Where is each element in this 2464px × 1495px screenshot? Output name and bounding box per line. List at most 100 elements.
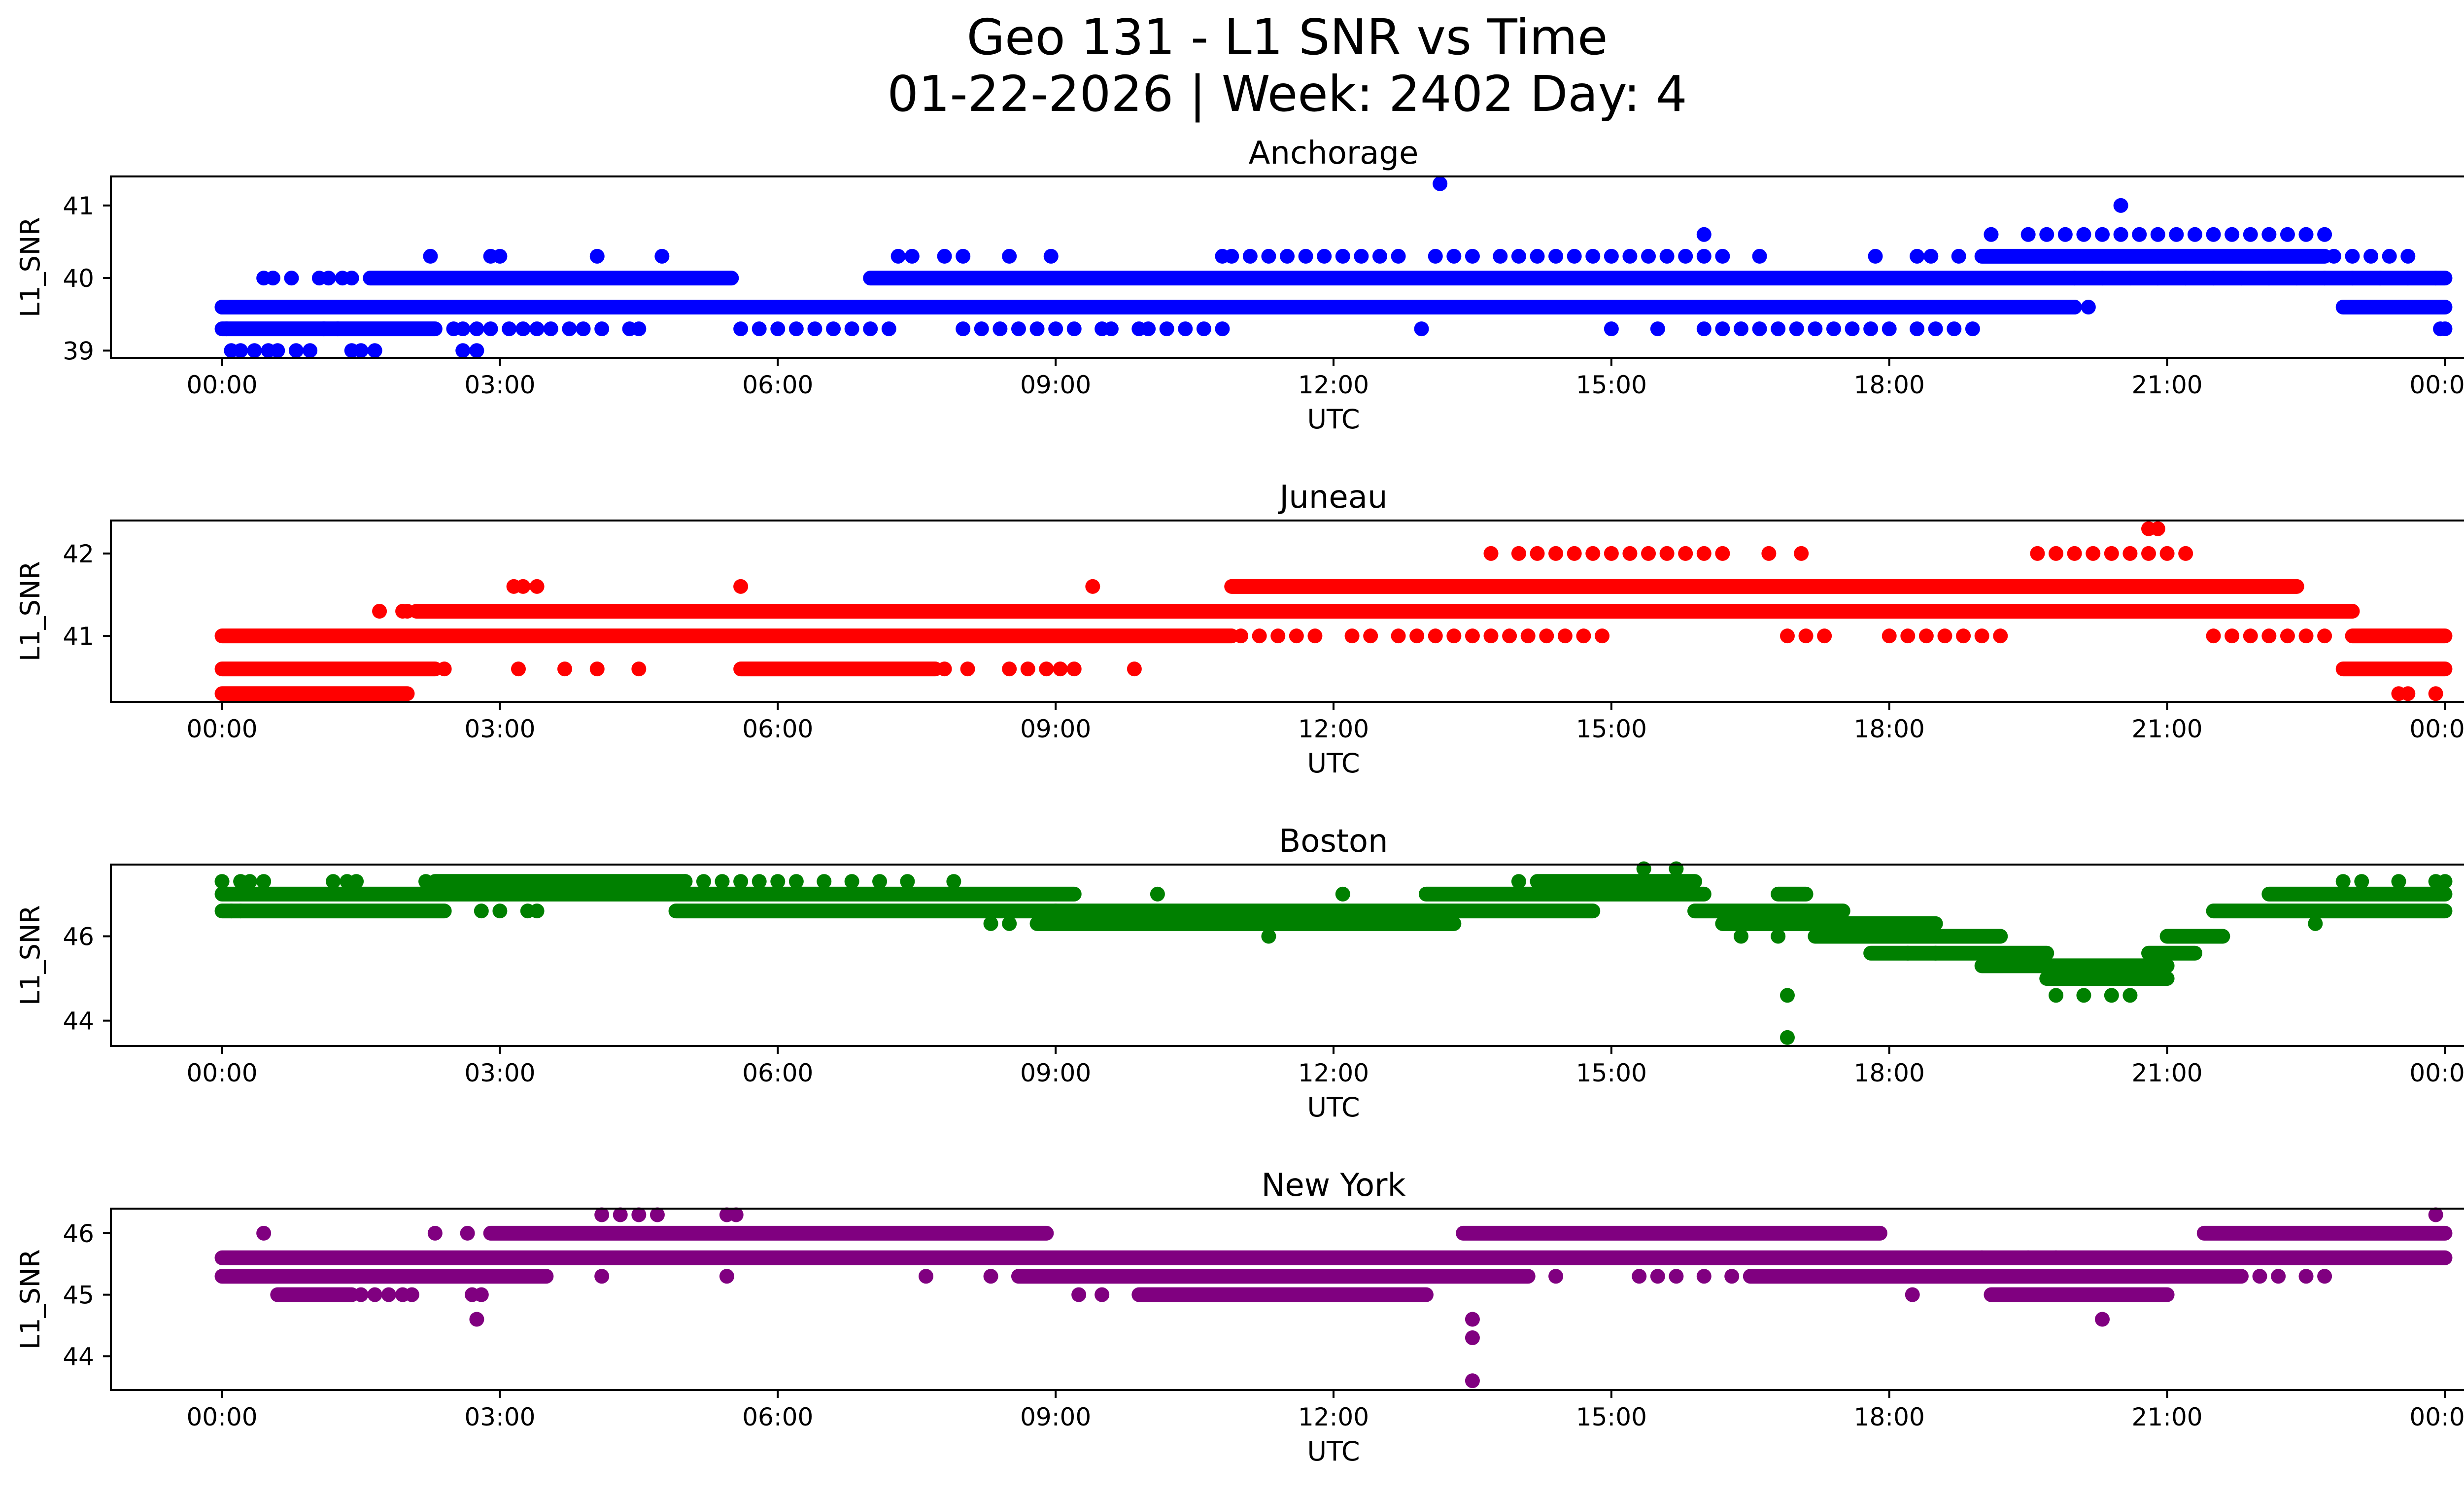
juneau-xtick-label-7: 21:00 xyxy=(2132,715,2203,743)
new-york-point-9 xyxy=(474,1287,489,1302)
anchorage-point-154 xyxy=(2289,271,2304,286)
juneau-point-30 xyxy=(1428,628,1443,644)
anchorage-point-161 xyxy=(2345,248,2360,264)
anchorage-xtick-label-3: 09:00 xyxy=(1020,371,1091,399)
juneau-point-65 xyxy=(2030,546,2045,561)
new-york-point-29 xyxy=(1669,1269,1684,1284)
anchorage-point-60 xyxy=(1141,321,1156,337)
juneau-point-21 xyxy=(1233,628,1249,644)
anchorage-point-87 xyxy=(1493,248,1508,264)
anchorage-point-101 xyxy=(1650,321,1665,337)
panel-anchorage: Anchorage 00:00 03:00 06:00 09:00 12:00 15:00 1… xyxy=(15,135,2464,435)
anchorage-point-39 xyxy=(589,248,605,264)
anchorage-point-27 xyxy=(502,321,517,337)
new-york-point-5 xyxy=(381,1287,396,1302)
juneau-point-19 xyxy=(1066,661,1082,677)
anchorage-point-62 xyxy=(1178,321,1193,337)
juneau-point-45 xyxy=(1585,546,1601,561)
anchorage-point-136 xyxy=(2224,227,2240,242)
anchorage-point-1 xyxy=(219,321,234,337)
juneau-point-82 xyxy=(2243,628,2258,644)
anchorage-point-151 xyxy=(2206,271,2221,286)
anchorage-point-32 xyxy=(576,321,591,337)
anchorage-ylabel: L1_SNR xyxy=(15,217,46,317)
anchorage-ytick-label-1: 40 xyxy=(63,264,94,293)
boston-xtick-label-5: 15:00 xyxy=(1576,1059,1647,1087)
boston-xtick-label-6: 18:00 xyxy=(1854,1059,1925,1087)
boston-point-42 xyxy=(2104,988,2119,1003)
new-york-point-24 xyxy=(1465,1330,1480,1345)
boston-xtick-label-4: 12:00 xyxy=(1298,1059,1369,1087)
anchorage-point-52 xyxy=(992,321,1008,337)
boston-point-0 xyxy=(214,874,230,889)
anchorage-point-120 xyxy=(1910,248,1925,264)
anchorage-point-69 xyxy=(1002,248,1017,264)
juneau-point-58 xyxy=(1882,628,1897,644)
boston-point-6 xyxy=(349,874,364,889)
juneau-point-29 xyxy=(1409,628,1425,644)
anchorage-point-150 xyxy=(2178,271,2193,286)
new-york-point-4 xyxy=(367,1287,382,1302)
anchorage-point-107 xyxy=(1845,321,1860,337)
boston-point-19 xyxy=(770,874,786,889)
new-york-point-41 xyxy=(2428,1207,2443,1222)
new-york-ylabel: L1_SNR xyxy=(15,1249,46,1350)
juneau-point-47 xyxy=(1622,546,1638,561)
new-york-point-7 xyxy=(404,1287,419,1302)
anchorage-point-44 xyxy=(788,321,804,337)
new-york-point-30 xyxy=(1696,1269,1711,1284)
boston-point-11 xyxy=(492,904,508,919)
juneau-point-14 xyxy=(960,661,975,677)
anchorage-point-25 xyxy=(469,321,484,337)
juneau-xtick-label-3: 09:00 xyxy=(1020,715,1091,743)
boston-xlabel: UTC xyxy=(1307,1092,1360,1123)
juneau-point-34 xyxy=(1502,628,1517,644)
anchorage-point-132 xyxy=(2150,227,2165,242)
juneau-point-55 xyxy=(1780,628,1795,644)
anchorage-point-55 xyxy=(1048,321,1063,337)
anchorage-point-61 xyxy=(1159,321,1174,337)
juneau-point-61 xyxy=(1937,628,1952,644)
anchorage-point-138 xyxy=(2261,227,2277,242)
panel-juneau: Juneau 00:00 03:00 06:00 09:00 12:00 15:00 18:0… xyxy=(15,479,2464,779)
juneau-point-11 xyxy=(589,661,605,677)
boston-point-35 xyxy=(1771,929,1786,944)
new-york-xtick-label-1: 03:00 xyxy=(464,1403,535,1431)
anchorage-point-84 xyxy=(1428,248,1443,264)
anchorage-point-103 xyxy=(1752,248,1767,264)
new-york-xtick-label-4: 12:00 xyxy=(1298,1403,1369,1431)
boston-xtick-label-1: 03:00 xyxy=(464,1059,535,1087)
anchorage-point-30 xyxy=(543,321,558,337)
anchorage-point-122 xyxy=(1951,248,1966,264)
anchorage-point-70 xyxy=(1043,248,1059,264)
juneau-point-57 xyxy=(1817,628,1832,644)
anchorage-point-116 xyxy=(1734,321,1748,337)
anchorage-point-58 xyxy=(1103,321,1119,337)
boston-point-40 xyxy=(2049,988,2064,1003)
anchorage-point-65 xyxy=(890,248,906,264)
juneau-point-18 xyxy=(1053,661,1068,677)
anchorage-point-53 xyxy=(1011,321,1026,337)
anchorage-point-157 xyxy=(2372,271,2388,286)
juneau-point-20 xyxy=(1127,661,1142,677)
anchorage-point-119 xyxy=(1868,248,1883,264)
anchorage-point-80 xyxy=(1372,248,1387,264)
anchorage-point-113 xyxy=(1965,321,1980,337)
juneau-point-68 xyxy=(2086,546,2101,561)
juneau-point-60 xyxy=(1918,628,1934,644)
anchorage-point-92 xyxy=(1585,248,1601,264)
boston-point-18 xyxy=(752,874,767,889)
anchorage-point-94 xyxy=(1622,248,1638,264)
juneau-point-39 xyxy=(1595,628,1610,644)
anchorage-point-156 xyxy=(2345,271,2360,286)
juneau-point-5 xyxy=(529,579,545,594)
juneau-point-22 xyxy=(1252,628,1267,644)
boston-point-4 xyxy=(326,874,341,889)
anchorage-point-66 xyxy=(904,248,920,264)
boston-point-30 xyxy=(1335,886,1350,902)
juneau-point-49 xyxy=(1659,546,1675,561)
anchorage-point-124 xyxy=(2020,227,2036,242)
juneau-point-38 xyxy=(1576,628,1591,644)
anchorage-point-111 xyxy=(1928,321,1943,337)
anchorage-point-139 xyxy=(2280,227,2295,242)
